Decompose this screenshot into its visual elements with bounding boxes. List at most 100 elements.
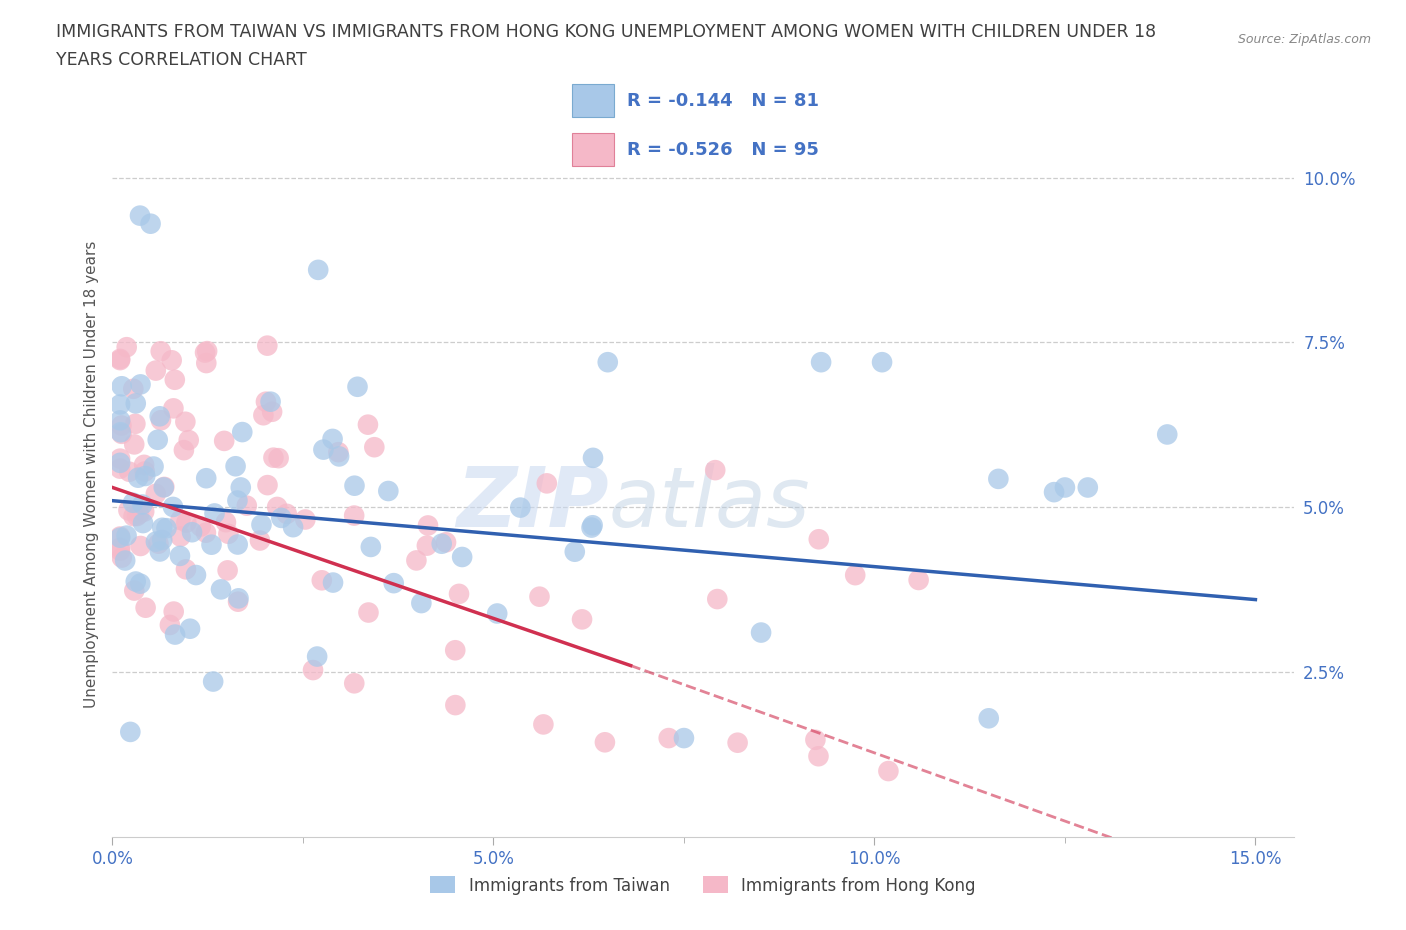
Point xyxy=(217,526,239,541)
Point xyxy=(159,618,181,632)
Point xyxy=(139,217,162,232)
Point xyxy=(149,409,172,424)
Point xyxy=(108,456,131,471)
Point xyxy=(134,464,156,479)
Point xyxy=(360,539,382,554)
Point xyxy=(266,499,288,514)
Point xyxy=(124,417,146,432)
Point xyxy=(174,415,197,430)
Point xyxy=(217,563,239,578)
Point xyxy=(115,339,138,354)
Point xyxy=(267,451,290,466)
Point xyxy=(430,537,453,551)
Text: Source: ZipAtlas.com: Source: ZipAtlas.com xyxy=(1237,33,1371,46)
Point xyxy=(108,352,131,366)
Point xyxy=(108,540,131,555)
Bar xyxy=(572,133,614,166)
Point xyxy=(411,595,433,610)
Point xyxy=(169,549,191,564)
Point xyxy=(131,497,153,512)
Point xyxy=(281,520,304,535)
Point xyxy=(160,352,183,367)
Point xyxy=(531,717,554,732)
Point xyxy=(536,476,558,491)
Point xyxy=(444,698,467,712)
Point xyxy=(129,538,152,553)
Y-axis label: Unemployment Among Women with Children Under 18 years: Unemployment Among Women with Children U… xyxy=(83,241,98,708)
Point xyxy=(114,553,136,568)
Text: R = -0.526   N = 95: R = -0.526 N = 95 xyxy=(627,141,818,159)
Point xyxy=(195,471,218,485)
Legend: Immigrants from Taiwan, Immigrants from Hong Kong: Immigrants from Taiwan, Immigrants from … xyxy=(423,870,983,901)
Point xyxy=(343,478,366,493)
Point xyxy=(129,377,152,392)
Point xyxy=(163,372,186,387)
Point xyxy=(134,504,156,519)
Point xyxy=(128,507,150,522)
Point xyxy=(451,550,474,565)
Point xyxy=(135,600,157,615)
Point xyxy=(256,339,278,353)
Point xyxy=(302,662,325,677)
Point xyxy=(209,582,232,597)
Point xyxy=(163,604,186,619)
Point xyxy=(125,574,148,589)
Point xyxy=(907,573,929,588)
Point xyxy=(1053,480,1076,495)
Point xyxy=(145,534,167,549)
Point xyxy=(173,443,195,458)
Point xyxy=(155,521,177,536)
Point xyxy=(322,432,344,446)
Point xyxy=(256,478,278,493)
Point xyxy=(1077,480,1099,495)
Point xyxy=(405,553,427,568)
Point xyxy=(363,440,385,455)
Point xyxy=(749,625,772,640)
Point xyxy=(150,521,173,536)
Text: atlas: atlas xyxy=(609,463,810,544)
Point xyxy=(226,594,249,609)
Point xyxy=(804,732,827,747)
Point xyxy=(270,511,292,525)
Point xyxy=(252,408,274,423)
Point xyxy=(200,538,222,552)
Point xyxy=(529,590,551,604)
Point xyxy=(148,537,170,551)
Point xyxy=(658,731,681,746)
Point xyxy=(231,425,253,440)
Point xyxy=(249,533,271,548)
Text: YEARS CORRELATION CHART: YEARS CORRELATION CHART xyxy=(56,51,307,69)
Point xyxy=(204,506,226,521)
Point xyxy=(312,442,335,457)
Point xyxy=(195,355,218,370)
Point xyxy=(294,512,316,527)
Point xyxy=(111,379,134,393)
Point xyxy=(165,627,187,642)
Point xyxy=(416,518,439,533)
Text: ZIP: ZIP xyxy=(456,463,609,544)
Point xyxy=(212,433,235,448)
Point xyxy=(254,394,277,409)
Point xyxy=(215,514,238,529)
Point xyxy=(108,451,131,466)
Point xyxy=(124,583,146,598)
Point xyxy=(125,396,148,411)
Point xyxy=(145,486,167,501)
Point xyxy=(307,262,329,277)
Point xyxy=(120,724,142,739)
Point xyxy=(307,649,329,664)
Point xyxy=(110,418,132,433)
Point xyxy=(571,612,593,627)
Point xyxy=(153,480,176,495)
Point xyxy=(357,418,380,432)
Point xyxy=(169,529,191,544)
Point xyxy=(108,397,131,412)
Point xyxy=(509,500,531,515)
Point xyxy=(122,381,145,396)
Point xyxy=(145,363,167,378)
Point xyxy=(727,736,749,751)
Point xyxy=(236,498,259,513)
Point xyxy=(142,459,165,474)
Point xyxy=(250,517,273,532)
Bar xyxy=(572,84,614,117)
